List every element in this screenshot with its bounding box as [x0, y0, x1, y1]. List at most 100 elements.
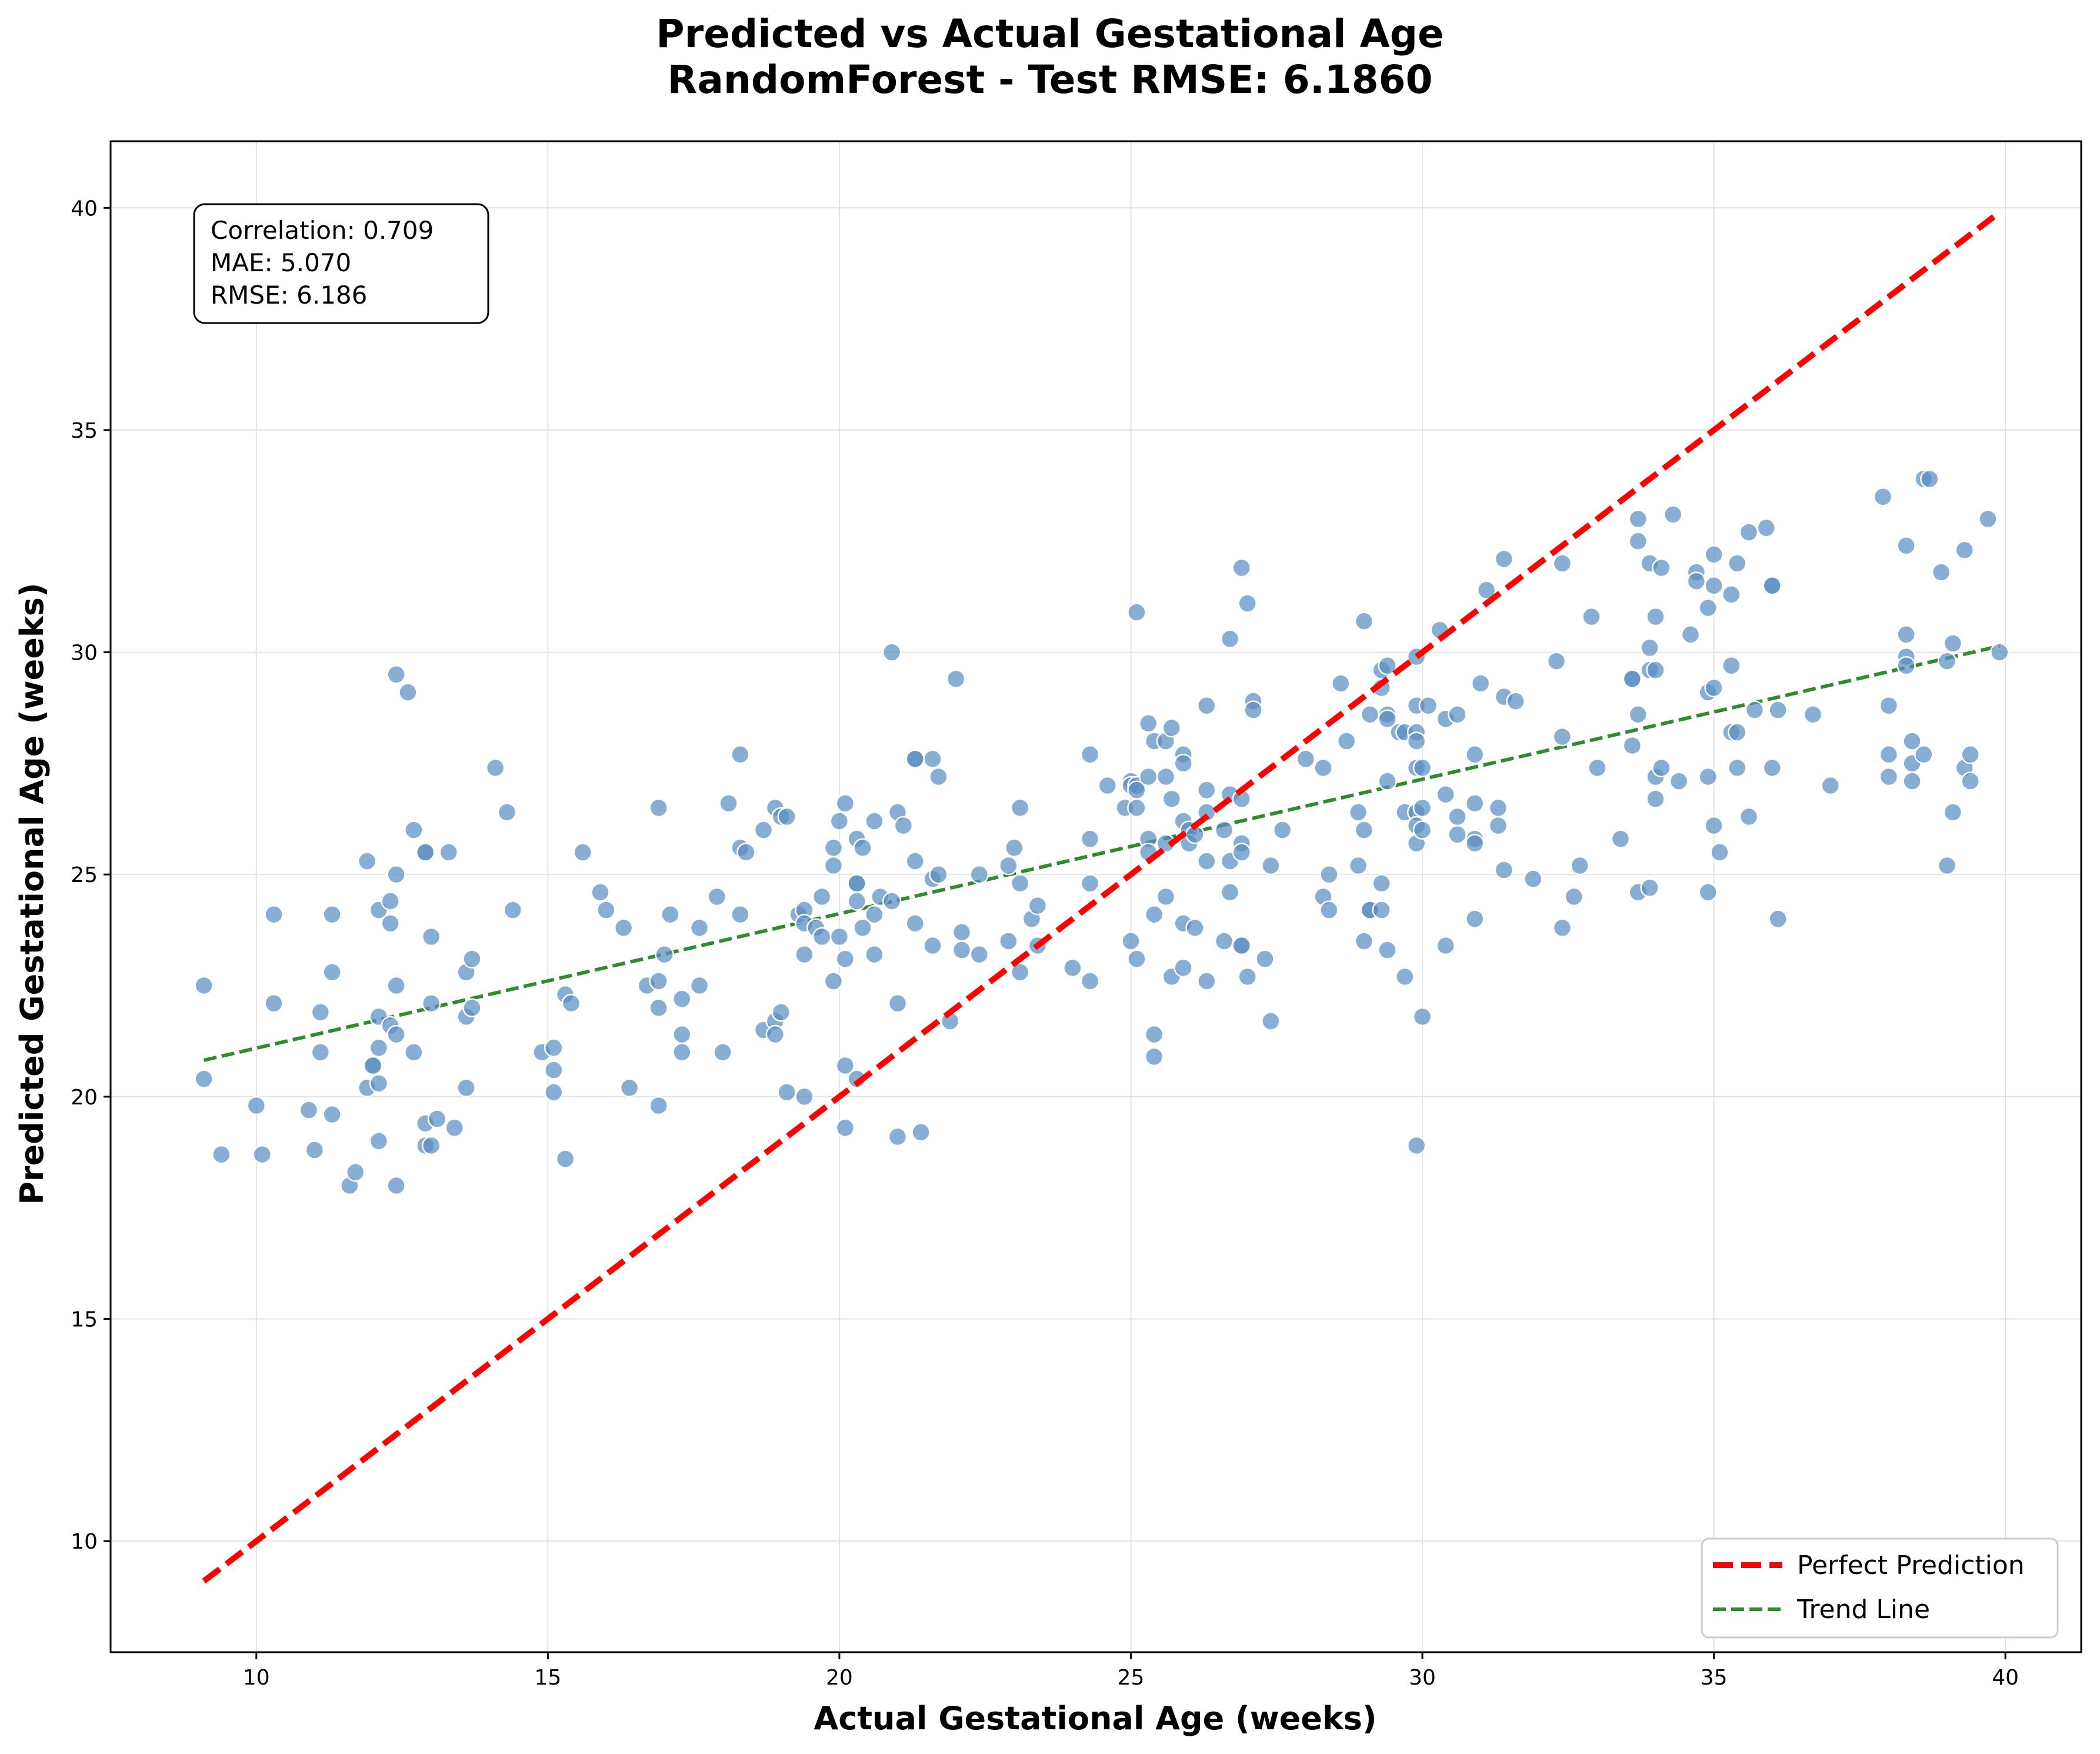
data-point: [865, 906, 883, 923]
data-point: [1991, 644, 2008, 661]
data-point: [1466, 745, 1484, 763]
data-point: [1186, 919, 1204, 937]
data-point: [621, 1079, 638, 1097]
data-point: [1448, 826, 1466, 843]
data-point: [300, 1101, 318, 1119]
data-point: [370, 1039, 388, 1057]
data-point: [324, 906, 341, 923]
data-point: [1215, 933, 1233, 950]
data-point: [1221, 883, 1239, 901]
data-point: [714, 1043, 732, 1061]
data-point: [1373, 874, 1391, 892]
y-tick-label: 25: [71, 863, 98, 887]
data-point: [1414, 1008, 1431, 1026]
data-point: [813, 888, 831, 906]
data-point: [1175, 959, 1192, 977]
data-point: [755, 821, 772, 839]
data-point: [324, 963, 341, 981]
data-point: [1646, 661, 1664, 679]
data-point: [947, 670, 965, 688]
data-point: [370, 1132, 388, 1150]
data-point: [1711, 843, 1729, 861]
data-point: [1699, 599, 1717, 617]
data-point: [1145, 906, 1163, 923]
data-point: [382, 914, 399, 932]
data-point: [1652, 759, 1670, 777]
data-point: [1315, 759, 1332, 777]
data-point: [1740, 808, 1758, 826]
data-point: [1256, 950, 1274, 968]
data-point: [661, 906, 679, 923]
data-point: [1728, 724, 1746, 741]
data-point: [848, 893, 866, 910]
data-point: [1822, 777, 1839, 794]
data-point: [1582, 608, 1600, 625]
data-point: [889, 994, 906, 1012]
data-point: [405, 1043, 422, 1061]
data-point: [388, 1026, 405, 1043]
data-point: [929, 866, 947, 883]
data-point: [1699, 883, 1717, 901]
data-point: [1898, 625, 1915, 643]
data-point: [1064, 959, 1081, 977]
data-point: [422, 928, 440, 946]
data-point: [1932, 564, 1950, 581]
data-point: [1705, 817, 1723, 834]
data-point: [597, 901, 615, 919]
data-point: [1332, 674, 1349, 692]
data-point: [1624, 670, 1641, 688]
data-point: [195, 1070, 213, 1088]
data-point: [1956, 541, 1974, 559]
data-point: [1355, 821, 1373, 839]
data-point: [1157, 888, 1175, 906]
x-tick-label: 40: [1992, 1666, 2019, 1690]
data-point: [1938, 653, 1956, 670]
data-point: [1722, 657, 1740, 674]
data-point: [370, 1074, 388, 1092]
data-point: [895, 817, 912, 834]
data-point: [324, 1106, 341, 1123]
data-point: [388, 866, 405, 883]
data-point: [1705, 577, 1723, 594]
data-point: [364, 1057, 382, 1074]
data-point: [999, 857, 1017, 874]
data-point: [1081, 745, 1099, 763]
data-point: [248, 1097, 265, 1114]
data-point: [1099, 777, 1116, 794]
data-point: [650, 1097, 668, 1114]
data-point: [399, 684, 416, 701]
data-point: [1163, 790, 1181, 808]
data-point: [428, 1110, 446, 1128]
data-point: [1349, 857, 1367, 874]
data-point: [795, 1088, 813, 1106]
data-point: [1005, 839, 1023, 857]
data-point: [1944, 634, 1962, 652]
data-point: [883, 644, 901, 661]
data-point: [825, 973, 842, 990]
data-point: [1705, 545, 1723, 563]
stats-box: Correlation: 0.709 MAE: 5.070 RMSE: 6.18…: [194, 204, 488, 323]
data-point: [1081, 973, 1099, 990]
data-point: [1233, 937, 1251, 954]
data-point: [615, 919, 632, 937]
data-point: [1921, 470, 1938, 488]
data-point: [1898, 537, 1915, 554]
data-point: [592, 883, 609, 901]
data-point: [1437, 937, 1455, 954]
data-point: [1688, 573, 1705, 590]
data-point: [306, 1141, 324, 1159]
data-point: [1962, 773, 1979, 790]
data-point: [854, 839, 872, 857]
data-point: [1624, 737, 1641, 754]
data-point: [346, 1163, 364, 1181]
x-tick-label: 30: [1409, 1666, 1436, 1690]
data-point: [825, 857, 842, 874]
data-point: [1128, 950, 1145, 968]
data-point: [422, 994, 440, 1012]
x-tick-label: 10: [243, 1666, 270, 1690]
data-point: [1944, 803, 1962, 821]
data-point: [865, 946, 883, 963]
y-tick-label: 20: [71, 1086, 98, 1110]
data-point: [463, 950, 481, 968]
